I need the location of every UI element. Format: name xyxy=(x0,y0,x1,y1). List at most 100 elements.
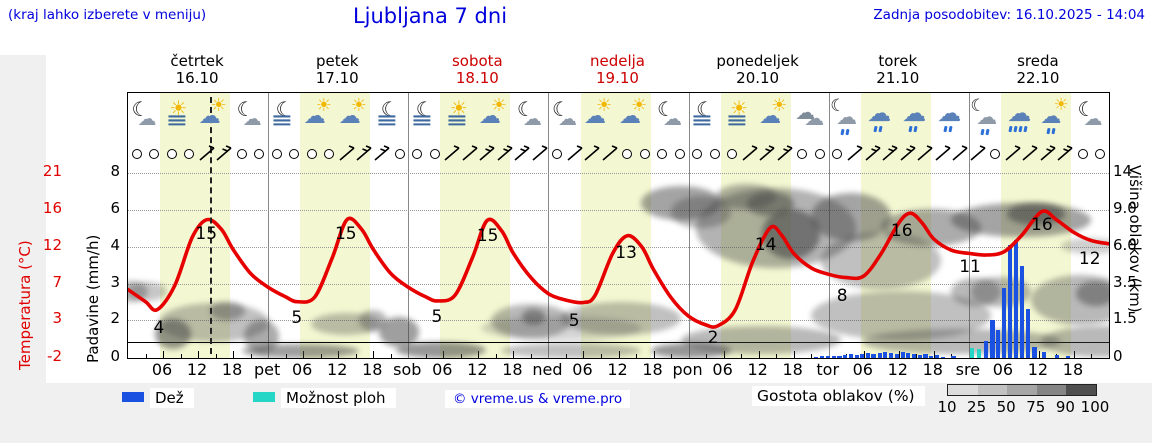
day-name-petek: petek xyxy=(315,52,359,70)
x-axis-tick xyxy=(741,354,743,358)
rain-bar xyxy=(1032,346,1037,358)
x-axis-tick xyxy=(233,351,235,358)
rain-bar xyxy=(1041,352,1047,358)
x-axis-tick xyxy=(163,351,165,358)
wind-calm-icon xyxy=(250,145,268,163)
gridline xyxy=(128,284,1109,285)
gridline xyxy=(128,247,1109,248)
weather-icon-sun-cloud: ☀ ☁ xyxy=(303,95,332,129)
weather-icon-moon-fog: ☾ ≡ xyxy=(410,97,434,131)
x-axis-tick xyxy=(653,351,655,358)
wind-barb-icon xyxy=(443,145,461,163)
density-scale-segment xyxy=(1066,385,1096,395)
menu-hint-text: (kraj lahko izberete v meniju) xyxy=(8,7,207,23)
day-date: 20.10 xyxy=(736,69,780,87)
x-axis-label-06: 06 xyxy=(432,360,453,379)
rain-bar xyxy=(819,356,824,358)
wind-calm-icon xyxy=(391,145,409,163)
weather-icon-cloud: ☁ ☁ xyxy=(795,100,825,130)
x-axis-label-06: 06 xyxy=(852,360,873,379)
wind-barb-icon xyxy=(1004,145,1022,163)
cloud-density-scale xyxy=(947,384,1097,396)
rain-bar xyxy=(848,354,854,358)
weather-icon-moon-fog: ☾ ≡ xyxy=(690,97,715,131)
day-date: 18.10 xyxy=(455,69,499,87)
x-axis-tick xyxy=(1038,351,1040,358)
last-update-text: Zadnja posodobitev: 16.10.2025 - 14:04 xyxy=(873,7,1145,23)
weather-icon-moon-fog: ☾ ≡ xyxy=(375,97,399,131)
wind-barb-icon xyxy=(951,145,969,163)
wind-barb-icon xyxy=(583,145,601,163)
weather-icon-moon-fog: ☾ ≡ xyxy=(270,97,294,131)
wind-calm-icon xyxy=(163,145,181,163)
wind-barb-icon xyxy=(916,145,934,163)
temp-value-label: 5 xyxy=(568,311,580,331)
x-axis-label-12: 12 xyxy=(607,360,628,379)
precip-axis-title: Padavine (mm/h) xyxy=(84,234,102,363)
rain-bar xyxy=(1019,265,1025,358)
x-axis-label-06: 06 xyxy=(712,360,733,379)
wind-calm-icon xyxy=(408,145,426,163)
cloud-blob xyxy=(209,302,245,320)
rain-bar xyxy=(900,352,906,358)
rain-bar xyxy=(842,355,848,358)
rain-bar xyxy=(951,356,956,358)
day-name-sreda: sreda xyxy=(1017,52,1059,70)
temp-value-label: 11 xyxy=(959,257,981,278)
weather-icon-sun-cloud: ☀ ☁ xyxy=(338,95,367,129)
wind-barb-icon xyxy=(373,145,391,163)
rain-legend-label: Dež xyxy=(150,388,194,408)
rain-bar xyxy=(1001,287,1007,358)
wind-barb-icon xyxy=(531,145,549,163)
cloud-blob xyxy=(811,192,891,241)
wind-calm-icon xyxy=(828,145,846,163)
rain-bar xyxy=(928,356,934,358)
weather-icon-sun-cloud: ☀ ☁ xyxy=(198,95,227,129)
wind-calm-icon xyxy=(723,145,741,163)
wind-barb-icon xyxy=(881,145,899,163)
cloud-blob xyxy=(641,186,721,220)
x-axis-label-06: 06 xyxy=(572,360,593,379)
wind-calm-icon xyxy=(986,145,1004,163)
x-axis-label-12: 12 xyxy=(467,360,488,379)
precip-axis-label: 8 xyxy=(110,162,120,180)
temp-value-label: 15 xyxy=(195,224,218,245)
wind-calm-icon xyxy=(233,145,251,163)
cloud-blob xyxy=(491,303,571,338)
wind-calm-icon xyxy=(548,145,566,163)
wind-calm-icon xyxy=(706,145,724,163)
day-separator-line xyxy=(408,93,410,358)
density-scale-label: 25 xyxy=(967,398,987,416)
x-axis-label-12: 12 xyxy=(1027,360,1049,379)
wind-calm-icon xyxy=(618,145,636,163)
density-scale-label: 10 xyxy=(937,398,957,416)
wind-calm-icon xyxy=(671,145,689,163)
day-date: 16.10 xyxy=(175,69,219,87)
x-axis-tick xyxy=(180,354,182,358)
day-date: 17.10 xyxy=(315,69,359,87)
day-name-nedelja: nedelja xyxy=(589,52,645,70)
x-axis-tick xyxy=(776,354,778,358)
wind-barb-icon xyxy=(1039,145,1057,163)
cloud-blob xyxy=(379,317,419,347)
cloud-axis-label: 6.0 xyxy=(1113,236,1137,254)
cloud-blob xyxy=(811,291,992,341)
weather-icon-sun-cloud-rain: ☀ ☁ xyxy=(1038,97,1074,139)
x-axis-label-18: 18 xyxy=(782,360,803,379)
copyright-link[interactable]: © vreme.us & vreme.pro xyxy=(445,390,631,408)
weather-icon-moon-cloud-rain: ☾ ☁ xyxy=(828,98,864,139)
daylight-band xyxy=(1000,93,1072,358)
rain-bar xyxy=(813,357,819,358)
rain-legend-swatch xyxy=(122,392,144,402)
wind-barb-icon xyxy=(338,145,356,163)
rain-bar xyxy=(917,355,923,358)
wind-barb-icon xyxy=(601,145,619,163)
rain-bar xyxy=(865,353,871,358)
weather-icon-moon-cloud: ☾ ☁ xyxy=(551,97,577,130)
x-axis-tick xyxy=(618,351,620,358)
weather-icon-moon-cloud-rain: ☾ ☁ xyxy=(968,98,1004,139)
cloud-blob xyxy=(680,326,841,355)
gridline xyxy=(128,173,1109,174)
weather-icon-moon-cloud: ☾ ☁ xyxy=(657,97,683,130)
cloud-blob xyxy=(396,341,486,358)
